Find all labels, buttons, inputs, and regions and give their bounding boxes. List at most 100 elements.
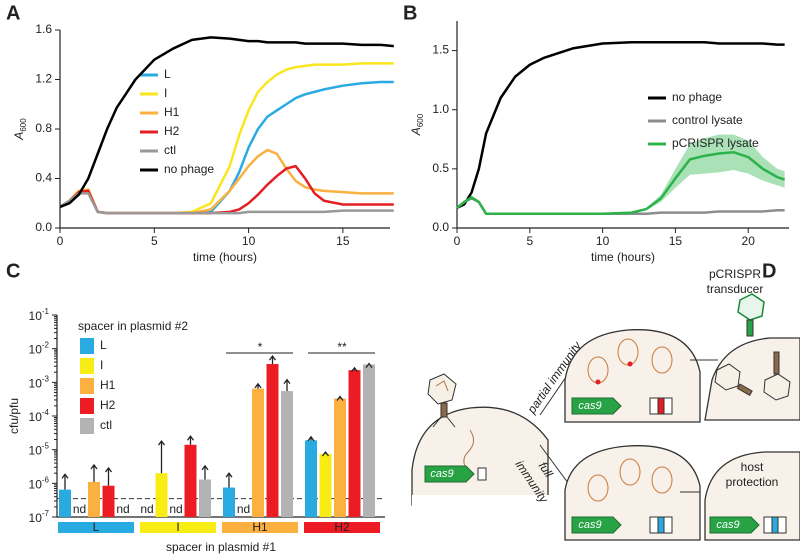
- y-tick-exponent: -7: [42, 509, 50, 518]
- x-tick-label: H2: [334, 520, 350, 534]
- crispr-array: [477, 467, 487, 481]
- gene: [571, 516, 622, 534]
- legend-label: no phage: [164, 162, 214, 176]
- bar: [266, 364, 279, 517]
- error-cap: [350, 366, 359, 373]
- x-tick-label: 10: [596, 234, 610, 248]
- spacer: [595, 379, 601, 385]
- legend-label: no phage: [672, 90, 722, 104]
- x-axis-label: time (hours): [591, 250, 655, 264]
- bar: [363, 364, 375, 517]
- y-tick-label: 1.5: [432, 43, 449, 57]
- line: [456, 151, 786, 216]
- line: [59, 192, 394, 215]
- spacer: [657, 397, 665, 415]
- legend-swatch: [80, 398, 94, 414]
- bar: [88, 481, 100, 517]
- line: [59, 36, 394, 209]
- bar: [59, 489, 71, 517]
- y-tick-exponent: -3: [42, 374, 50, 383]
- x-tick-label: I: [176, 520, 179, 534]
- y-tick-label: 10-2: [29, 341, 50, 357]
- plasmid: [651, 466, 673, 494]
- y-tick-base: 10: [29, 444, 43, 458]
- y-axis-label: cfu/pfu: [7, 398, 21, 434]
- legend-label: H2: [100, 398, 116, 412]
- error-cap: [201, 464, 209, 471]
- y-tick-label: 0.5: [432, 161, 449, 175]
- y-axis-label-sub: 600: [19, 118, 28, 132]
- category-band: [58, 522, 134, 533]
- phage-legs: [432, 416, 456, 428]
- cell-cut: [412, 495, 549, 507]
- line: [456, 197, 785, 216]
- y-tick-base: 10: [29, 410, 43, 424]
- bar: [223, 487, 235, 517]
- value-label: nd: [169, 502, 182, 516]
- y-axis-label-main: A: [409, 127, 423, 136]
- panel-label: B: [403, 2, 417, 24]
- error-cap: [225, 472, 233, 478]
- error-cap: [90, 463, 98, 470]
- x-tick-label: 10: [242, 234, 256, 248]
- bar: [199, 479, 211, 517]
- legend-swatch: [80, 358, 94, 374]
- y-tick-label: 10-5: [29, 442, 50, 458]
- diagram-label: protection: [726, 475, 779, 489]
- x-tick-label: 0: [454, 234, 461, 248]
- x-tick-label: 15: [336, 234, 350, 248]
- legend-label: ctl: [164, 143, 176, 157]
- error-band: [457, 134, 785, 214]
- error-cap: [104, 466, 113, 473]
- legend-label: H2: [164, 124, 180, 138]
- legend-label: I: [100, 358, 103, 372]
- gene: [424, 465, 475, 483]
- y-tick-label: 1.6: [35, 22, 52, 36]
- y-tick-label: 10-4: [29, 408, 50, 424]
- plasmid: [651, 346, 673, 374]
- y-axis-label: A600: [409, 113, 425, 136]
- gene: [709, 516, 760, 534]
- y-tick-exponent: -5: [42, 442, 50, 451]
- x-tick-label: 0: [57, 234, 64, 248]
- y-tick-base: 10: [29, 511, 43, 525]
- legend-label: I: [164, 86, 167, 100]
- plasmid: [619, 458, 641, 486]
- error-cap: [283, 378, 291, 385]
- gene-label: cas9: [716, 519, 739, 531]
- error-cap: [186, 435, 195, 441]
- x-tick-label: 5: [151, 234, 158, 248]
- error-cap: [268, 355, 277, 361]
- y-tick-label: 10-3: [29, 374, 50, 390]
- error-cap: [307, 435, 315, 442]
- category-band: [304, 522, 380, 533]
- gene-label: cas9: [578, 400, 601, 412]
- y-tick-exponent: -2: [42, 341, 50, 350]
- y-tick-label: 1.2: [35, 72, 52, 86]
- transducer-tail: [746, 319, 754, 337]
- value-label: nd: [140, 502, 153, 516]
- gene: [571, 397, 622, 415]
- bar: [102, 485, 115, 517]
- error-cap: [365, 362, 373, 368]
- diagram-label: transducer: [707, 282, 764, 296]
- panel-label: A: [6, 2, 20, 24]
- line: [456, 41, 785, 210]
- y-tick-exponent: -1: [42, 307, 50, 316]
- gene-label: cas9: [578, 519, 601, 531]
- error-cap: [321, 450, 330, 457]
- y-tick-base: 10: [29, 309, 43, 323]
- bar: [319, 453, 332, 517]
- legend-title: spacer in plasmid #2: [78, 319, 188, 333]
- x-axis-label: spacer in plasmid #1: [166, 540, 276, 554]
- legend-label: H1: [164, 105, 180, 119]
- cell: [411, 406, 549, 506]
- y-tick-label: 10-1: [29, 307, 50, 323]
- axis: [59, 30, 390, 229]
- spacer: [771, 516, 779, 534]
- bar: [184, 444, 197, 517]
- y-tick-label: 10-7: [29, 509, 50, 525]
- y-tick-label: 0.0: [35, 220, 52, 234]
- legend-label: pCRISPR lysate: [672, 136, 759, 150]
